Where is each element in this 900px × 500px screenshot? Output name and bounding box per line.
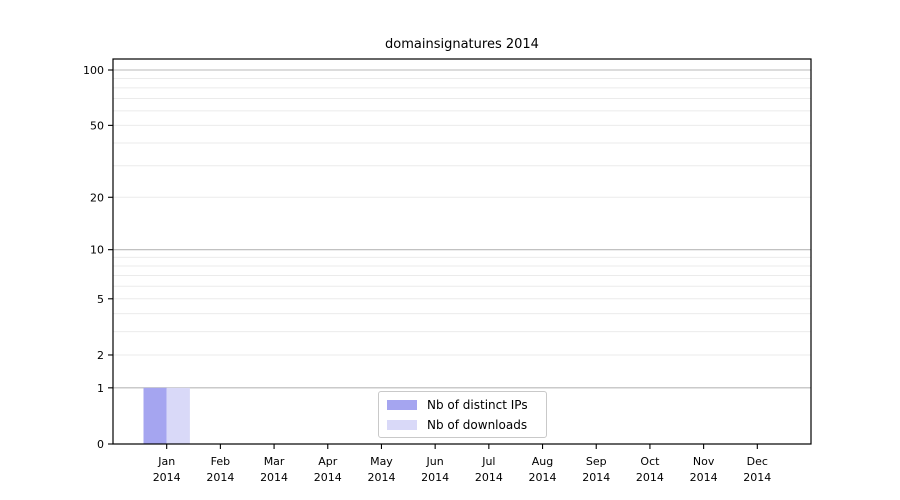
y-axis-tick-label: 1 [97,382,104,395]
plot-border [112,58,812,445]
legend-label-downloads: Nb of downloads [427,417,528,432]
y-axis-tick-label: 10 [90,244,104,257]
x-axis-tick-label-year: 2014 [260,471,288,484]
x-axis-tick-label-year: 2014 [636,471,664,484]
x-axis-tick-label-month: Feb [211,455,230,468]
x-axis-tick-label-month: Apr [318,455,338,468]
legend: Nb of distinct IPs Nb of downloads [378,391,547,438]
x-axis-tick-label-month: Jun [426,455,444,468]
x-axis-tick-label-year: 2014 [582,471,610,484]
y-axis-tick-label: 100 [83,64,104,77]
chart-title: domainsignatures 2014 [385,37,539,52]
x-axis-tick-label-year: 2014 [314,471,342,484]
y-axis-tick-label: 20 [90,191,104,204]
x-axis-tick-label-month: Jul [481,455,495,468]
x-axis-tick-label-month: May [370,455,393,468]
legend-swatch-distinct-ips [387,399,417,410]
x-axis-tick-label-year: 2014 [475,471,503,484]
x-axis-tick-label-month: Nov [693,455,715,468]
x-axis-tick-label-month: Mar [264,455,285,468]
legend-row-distinct-ips: Nb of distinct IPs [387,396,546,413]
legend-swatch-downloads [387,419,417,430]
x-axis-tick-label-year: 2014 [367,471,395,484]
x-axis-tick-label-year: 2014 [743,471,771,484]
x-axis-tick-label-month: Jan [157,455,175,468]
x-axis-tick-label-year: 2014 [690,471,718,484]
x-axis-tick-label-month: Sep [586,455,607,468]
x-axis-tick-label-month: Dec [747,455,768,468]
legend-label-distinct-ips: Nb of distinct IPs [427,397,528,412]
x-axis-tick-label-year: 2014 [153,471,181,484]
x-axis-tick-label-year: 2014 [206,471,234,484]
x-axis-tick-label-month: Aug [532,455,553,468]
x-axis-tick-label-year: 2014 [421,471,449,484]
legend-row-downloads: Nb of downloads [387,416,546,433]
bar-nb-of-downloads-jan [166,387,190,444]
y-axis-tick-label: 5 [97,293,104,306]
y-axis-tick-label: 0 [97,438,104,451]
bar-nb-of-distinct-ips-jan [143,387,167,444]
x-axis-tick-label-year: 2014 [529,471,557,484]
y-axis-tick-label: 2 [97,349,104,362]
y-axis-tick-label: 50 [90,119,104,132]
x-axis-tick-label-month: Oct [640,455,660,468]
